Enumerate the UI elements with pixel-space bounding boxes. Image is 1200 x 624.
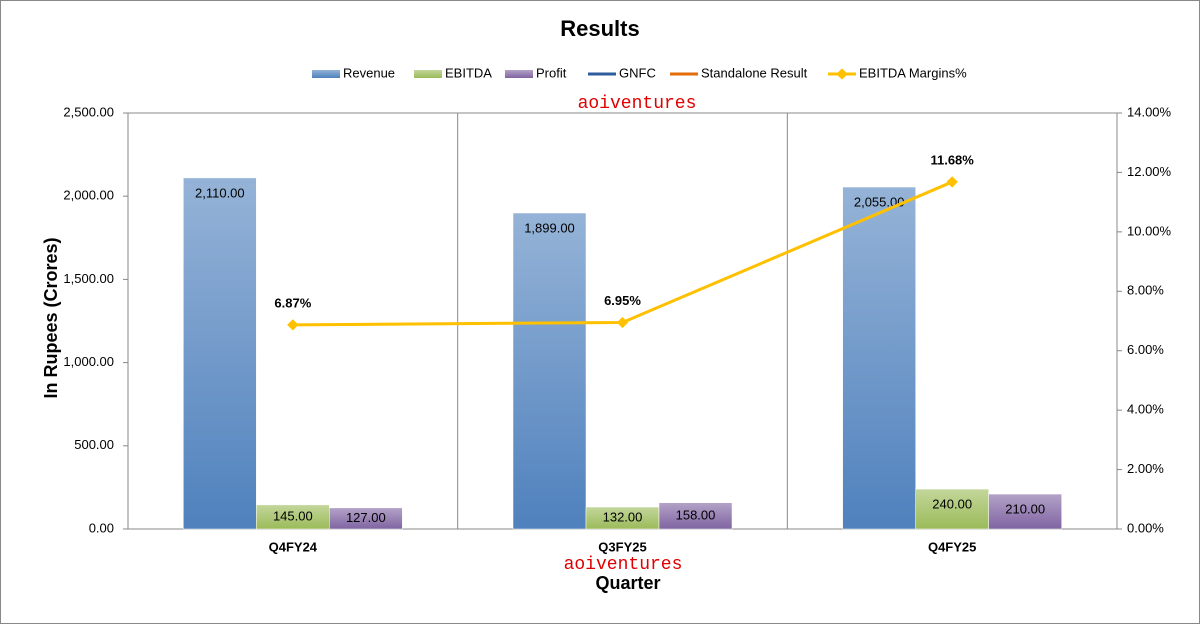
legend-swatch xyxy=(312,70,340,78)
legend-swatch xyxy=(505,70,533,78)
data-label: 6.87% xyxy=(274,295,311,310)
bar xyxy=(915,488,989,530)
legend-label: Profit xyxy=(536,65,567,80)
y-tick-label: 0.00 xyxy=(89,520,114,535)
legend-label: EBITDA Margins% xyxy=(859,65,967,80)
y2-tick-label: 10.00% xyxy=(1127,223,1172,238)
data-label: 2,055.00 xyxy=(854,194,905,209)
data-label: 6.95% xyxy=(604,293,641,308)
data-label: 2,110.00 xyxy=(195,185,245,200)
bar xyxy=(842,186,916,530)
data-label: 127.00 xyxy=(346,510,386,525)
y2-tick-label: 12.00% xyxy=(1127,164,1172,179)
bar xyxy=(512,212,587,530)
y-axis-title: In Rupees (Crores) xyxy=(41,237,61,398)
bar xyxy=(256,504,330,530)
bar xyxy=(988,493,1062,530)
y2-tick-label: 14.00% xyxy=(1127,104,1172,119)
marker xyxy=(287,319,299,331)
y-tick-label: 1,500.00 xyxy=(63,271,114,286)
marker xyxy=(946,176,958,188)
legend-label: Revenue xyxy=(343,65,395,80)
x-axis-title: Quarter xyxy=(595,573,660,593)
legend-label: GNFC xyxy=(619,65,656,80)
x-tick-label: Q4FY25 xyxy=(928,539,976,554)
y2-tick-label: 0.00% xyxy=(1127,520,1164,535)
watermark: aoiventures xyxy=(578,94,697,114)
watermark: aoiventures xyxy=(564,555,683,575)
legend-label: Standalone Result xyxy=(701,65,808,80)
y2-tick-label: 8.00% xyxy=(1127,283,1164,298)
data-label: 210.00 xyxy=(1005,501,1045,516)
y-tick-label: 1,000.00 xyxy=(63,354,114,369)
legend-label: EBITDA xyxy=(445,65,492,80)
data-label: 11.68% xyxy=(930,152,974,167)
y2-tick-label: 4.00% xyxy=(1127,402,1164,417)
data-label: 158.00 xyxy=(676,507,716,522)
bar xyxy=(658,502,733,530)
chart-title: Results xyxy=(560,16,639,41)
bar xyxy=(329,507,403,530)
y-tick-label: 500.00 xyxy=(74,437,114,452)
data-label: 1,899.00 xyxy=(524,220,575,235)
y2-tick-label: 6.00% xyxy=(1127,342,1164,357)
y-tick-label: 2,000.00 xyxy=(63,188,114,203)
data-label: 132.00 xyxy=(603,509,643,524)
legend-swatch xyxy=(414,70,442,78)
x-tick-label: Q4FY24 xyxy=(269,539,318,554)
data-label: 145.00 xyxy=(273,508,313,523)
y-tick-label: 2,500.00 xyxy=(63,104,114,119)
bar xyxy=(183,177,257,530)
marker xyxy=(616,316,629,329)
y2-tick-label: 2.00% xyxy=(1127,461,1164,476)
data-label: 240.00 xyxy=(932,497,972,512)
x-tick-label: Q3FY25 xyxy=(598,539,646,554)
